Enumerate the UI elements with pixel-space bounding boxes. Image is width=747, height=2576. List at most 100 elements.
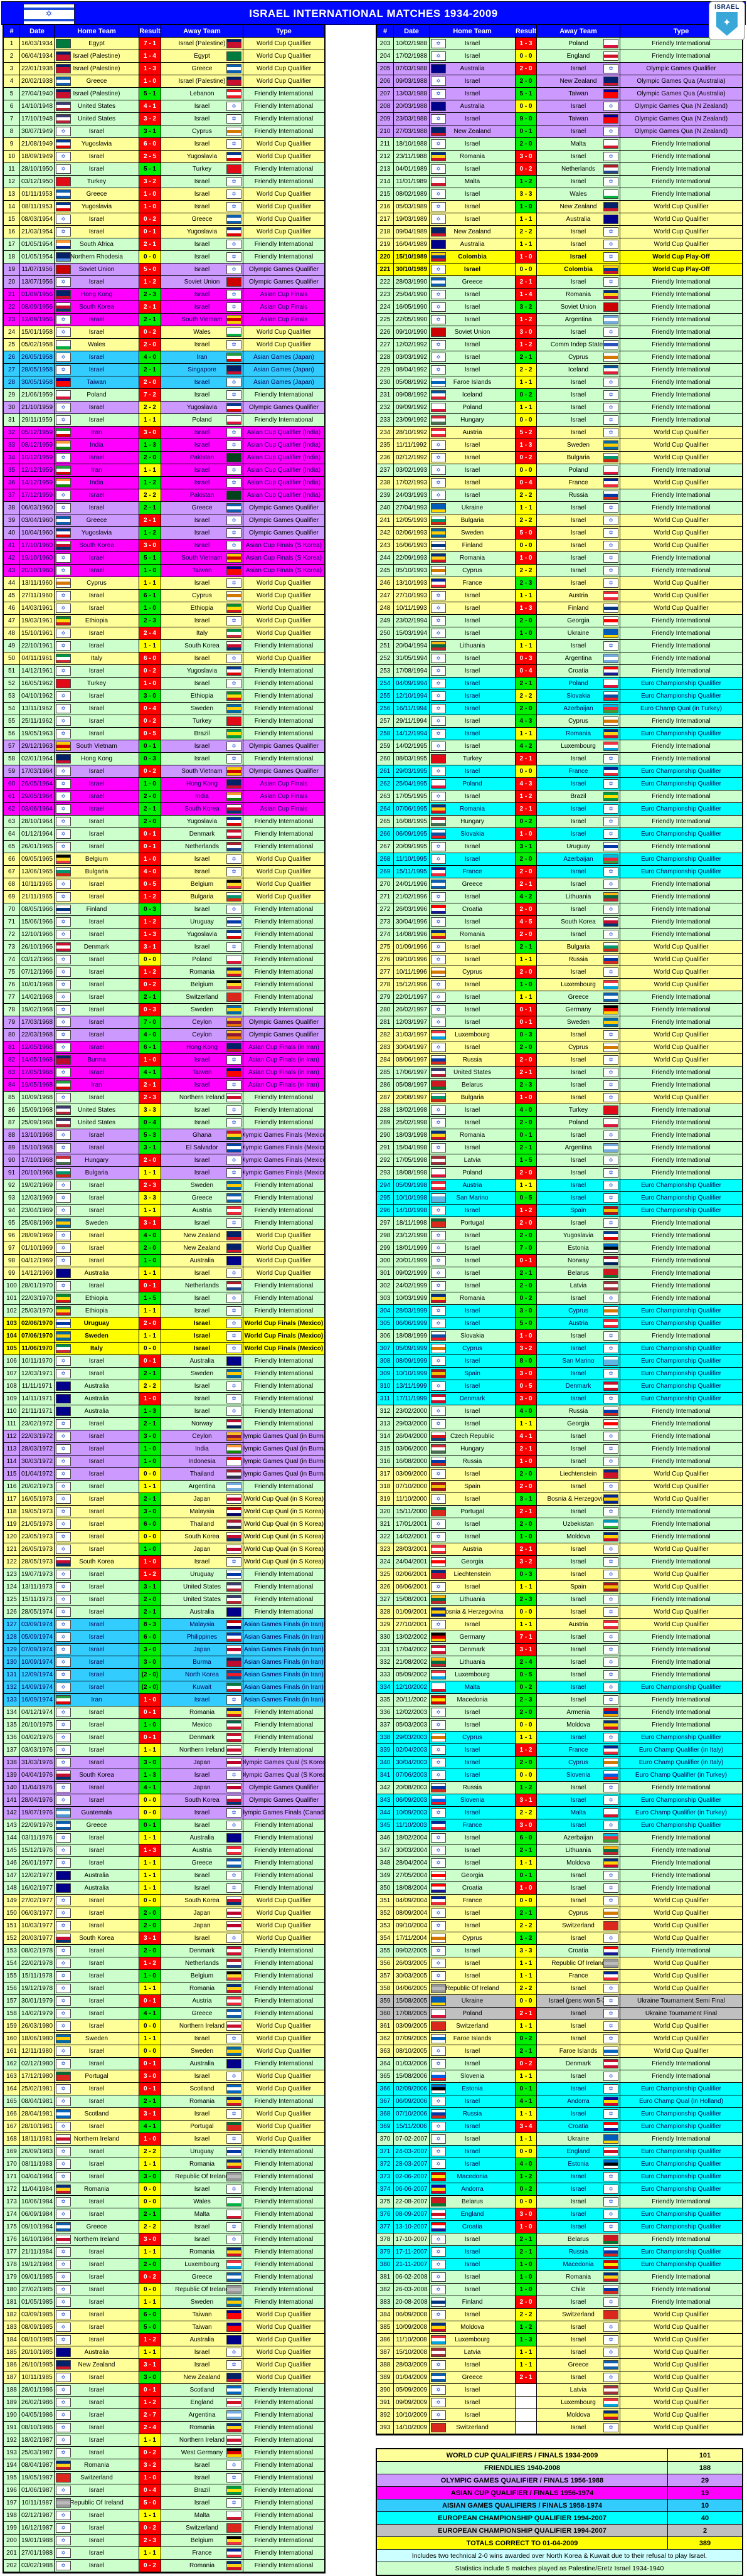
cell-date: 05/09/1974 xyxy=(20,1631,55,1644)
flag-icon-israel xyxy=(603,1607,618,1617)
flag-icon-new-zealand xyxy=(603,202,618,211)
cell-match-number: 13 xyxy=(4,188,20,201)
cell-match-number: 328 xyxy=(377,1606,394,1619)
cell-date: 12/12/1959 xyxy=(20,464,55,477)
cell-result: 1 - 2 xyxy=(139,527,161,540)
cell-match-number: 367 xyxy=(377,2095,394,2108)
cell-date: 25/09/1968 xyxy=(20,1117,55,1129)
cell-match-type: Friendly International xyxy=(620,2284,742,2296)
cell-date: 28/04/1981 xyxy=(20,2108,55,2121)
cell-match-number: 340 xyxy=(377,1757,394,1769)
summary-row: WORLD CUP QUALIFIERS / FINALS 1934-2009 1… xyxy=(377,2449,742,2462)
cell-match-number: 2 xyxy=(4,50,20,63)
cell-result: 1 - 1 xyxy=(516,213,537,226)
cell-result: 0 - 0 xyxy=(516,1719,537,1732)
cell-match-type: World Cup Qual (in S Korea) xyxy=(243,1556,324,1568)
cell-home-team: Israel xyxy=(55,2045,139,2058)
flag-icon-israel xyxy=(603,578,618,588)
cell-match-number: 376 xyxy=(377,2208,394,2221)
table-row: 34828/04/2004Israel1 - 1MoldovaFriendly … xyxy=(377,1857,742,1870)
cell-away-team: Israel xyxy=(161,477,243,489)
flag-icon-israel xyxy=(226,905,241,914)
flag-icon-croatia xyxy=(431,1883,446,1893)
cell-date: 21/11/1984 xyxy=(20,2246,55,2259)
cell-match-number: 295 xyxy=(377,1192,394,1205)
cell-date: 15/12/1996 xyxy=(394,979,430,991)
flag-icon-yugoslavia xyxy=(226,227,241,237)
flag-icon-israel xyxy=(56,2335,71,2344)
cell-result: 2 - 1 xyxy=(139,364,161,376)
cell-home-team: Israel xyxy=(55,1706,139,1719)
flag-icon-australia xyxy=(226,2059,241,2068)
cell-date: 18/08/2004 xyxy=(394,1882,430,1895)
cell-date: 11/06/1970 xyxy=(20,1343,55,1355)
cell-away-team: Israel xyxy=(537,125,620,138)
table-row: 37228-03-2007Israel4 - 0EstoniaEuro Cham… xyxy=(377,2158,742,2171)
cell-home-team: Romania xyxy=(430,929,516,941)
cell-result: 1 - 2 xyxy=(516,339,537,351)
flag-icon-israel xyxy=(56,2272,71,2282)
cell-result: 0 - 0 xyxy=(516,100,537,113)
cell-date: 12/05/1993 xyxy=(394,514,430,527)
cell-match-number: 74 xyxy=(4,954,20,966)
flag-icon-israel xyxy=(603,127,618,136)
cell-away-team: Israel xyxy=(537,803,620,816)
flag-icon-israel xyxy=(431,215,446,224)
flag-icon-romania xyxy=(56,2185,71,2194)
cell-date: 22/09/1993 xyxy=(394,552,430,565)
cell-match-type: Euro Championship Qualifier xyxy=(620,2183,742,2196)
cell-home-team: Israel xyxy=(55,502,139,514)
flag-icon-israel xyxy=(431,365,446,375)
cell-date: 08/10/1985 xyxy=(20,2334,55,2346)
cell-result: 0 - 0 xyxy=(516,464,537,477)
cell-match-type: Friendly International xyxy=(620,402,742,414)
flag-icon-israel xyxy=(603,252,618,262)
cell-result: 0 - 0 xyxy=(139,1468,161,1481)
flag-icon-sweden xyxy=(56,1218,71,1228)
flag-icon-israel xyxy=(56,1683,71,1692)
cell-result: 2 - 0 xyxy=(516,63,537,75)
flag-icon-lithuania xyxy=(431,641,446,651)
cell-match-number: 34 xyxy=(4,452,20,464)
cell-match-number: 57 xyxy=(4,740,20,753)
cell-result: 1 - 0 xyxy=(516,2284,537,2296)
cell-away-team: Israel xyxy=(161,1104,243,1117)
cell-away-team: Pakistan xyxy=(161,452,243,464)
flag-icon-israel xyxy=(603,2373,618,2382)
cell-result: 2 - 2 xyxy=(516,489,537,502)
table-row: 38021-11-2007Israel1 - 0MacedoniaEuro Ch… xyxy=(377,2259,742,2271)
cell-away-team: Israel xyxy=(537,63,620,75)
cell-home-team: New Zealand xyxy=(430,125,516,138)
cell-away-team: Romania xyxy=(161,2095,243,2108)
cell-match-number: 311 xyxy=(377,1393,394,1405)
cell-result: 0 - 3 xyxy=(516,1029,537,1041)
flag-icon-israel xyxy=(226,1118,241,1127)
cell-date: 10/04/1960 xyxy=(20,527,55,540)
cell-match-type: Euro Championship Qualifier xyxy=(620,853,742,866)
flag-icon-iceland xyxy=(431,390,446,400)
cell-match-type: Friendly International xyxy=(243,1857,324,1870)
cell-match-type: Friendly International xyxy=(620,138,742,151)
cell-date: 10/06/1984 xyxy=(20,2196,55,2208)
flag-icon-israel xyxy=(431,1921,446,1930)
cell-home-team: Greece xyxy=(55,188,139,201)
cell-result: 2 - 1 xyxy=(139,991,161,1004)
cell-home-team: Andorra xyxy=(430,2183,516,2196)
cell-home-team: Israel xyxy=(430,452,516,464)
cell-result: 3 - 1 xyxy=(516,1794,537,1807)
cell-result: 1 - 1 xyxy=(139,2547,161,2560)
cell-match-type: World Cup Qualifier xyxy=(243,138,324,151)
cell-date: 20/01/1999 xyxy=(394,1255,430,1267)
cell-home-team: Iran xyxy=(55,1694,139,1706)
flag-icon-france xyxy=(603,1745,618,1755)
cell-home-team: Israel xyxy=(55,2422,139,2434)
cell-match-number: 110 xyxy=(4,1405,20,1418)
cell-away-team: Israel (Palestine) xyxy=(161,38,243,50)
